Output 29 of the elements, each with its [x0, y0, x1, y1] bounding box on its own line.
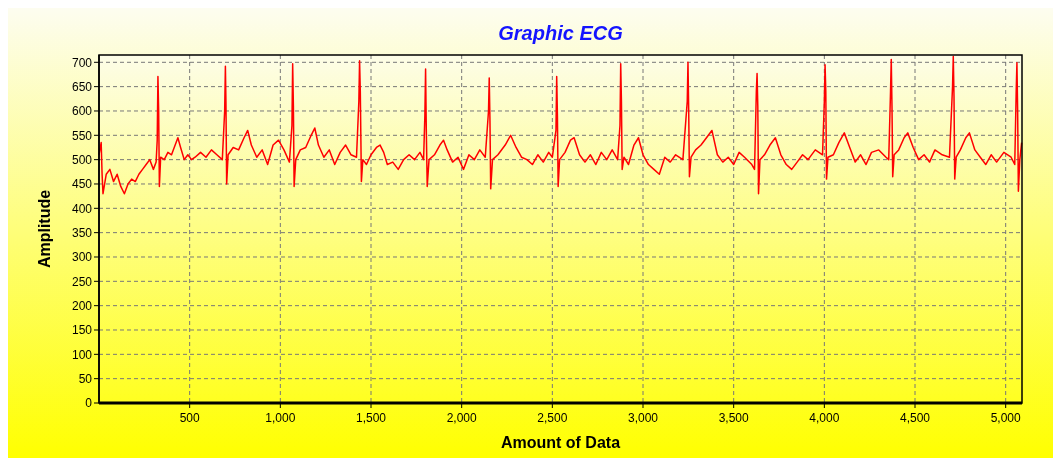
y-tick-label: 650	[71, 79, 93, 94]
y-tick-label: 150	[71, 323, 93, 338]
y-tick-label: 100	[71, 347, 93, 362]
line-series	[98, 55, 1023, 195]
y-tick-label: 400	[71, 201, 93, 216]
y-tick-label: 250	[71, 274, 93, 289]
x-tick-label: 1,500	[355, 411, 387, 425]
y-tick-label: 200	[71, 298, 93, 313]
x-tick-label: 3,000	[627, 411, 659, 425]
y-tick-label: 450	[71, 177, 93, 192]
y-tick-label: 50	[78, 371, 93, 386]
y-tick-label: 350	[71, 225, 93, 240]
x-tick-label: 1,000	[265, 411, 296, 425]
x-tick-label: 2,000	[446, 411, 478, 425]
chart-title: Graphic ECG	[498, 22, 623, 44]
x-tick-label: 5,000	[990, 411, 1022, 425]
y-axis-title: Amplitude	[36, 189, 53, 269]
x-tick-label: 500	[179, 411, 200, 425]
y-tick-label: 0	[85, 396, 93, 411]
y-tick-label: 600	[71, 104, 93, 119]
x-axis-title: Amount of Data	[500, 434, 621, 451]
y-tick-label: 700	[71, 55, 93, 70]
x-tick-label: 4,000	[809, 411, 840, 425]
x-tick-label: 3,500	[718, 411, 750, 425]
y-tick-label: 300	[71, 250, 93, 265]
y-tick-label: 550	[71, 128, 93, 143]
x-tick-label: 4,500	[900, 411, 931, 425]
x-tick-label: 2,500	[537, 411, 568, 425]
y-tick-label: 500	[71, 152, 93, 167]
